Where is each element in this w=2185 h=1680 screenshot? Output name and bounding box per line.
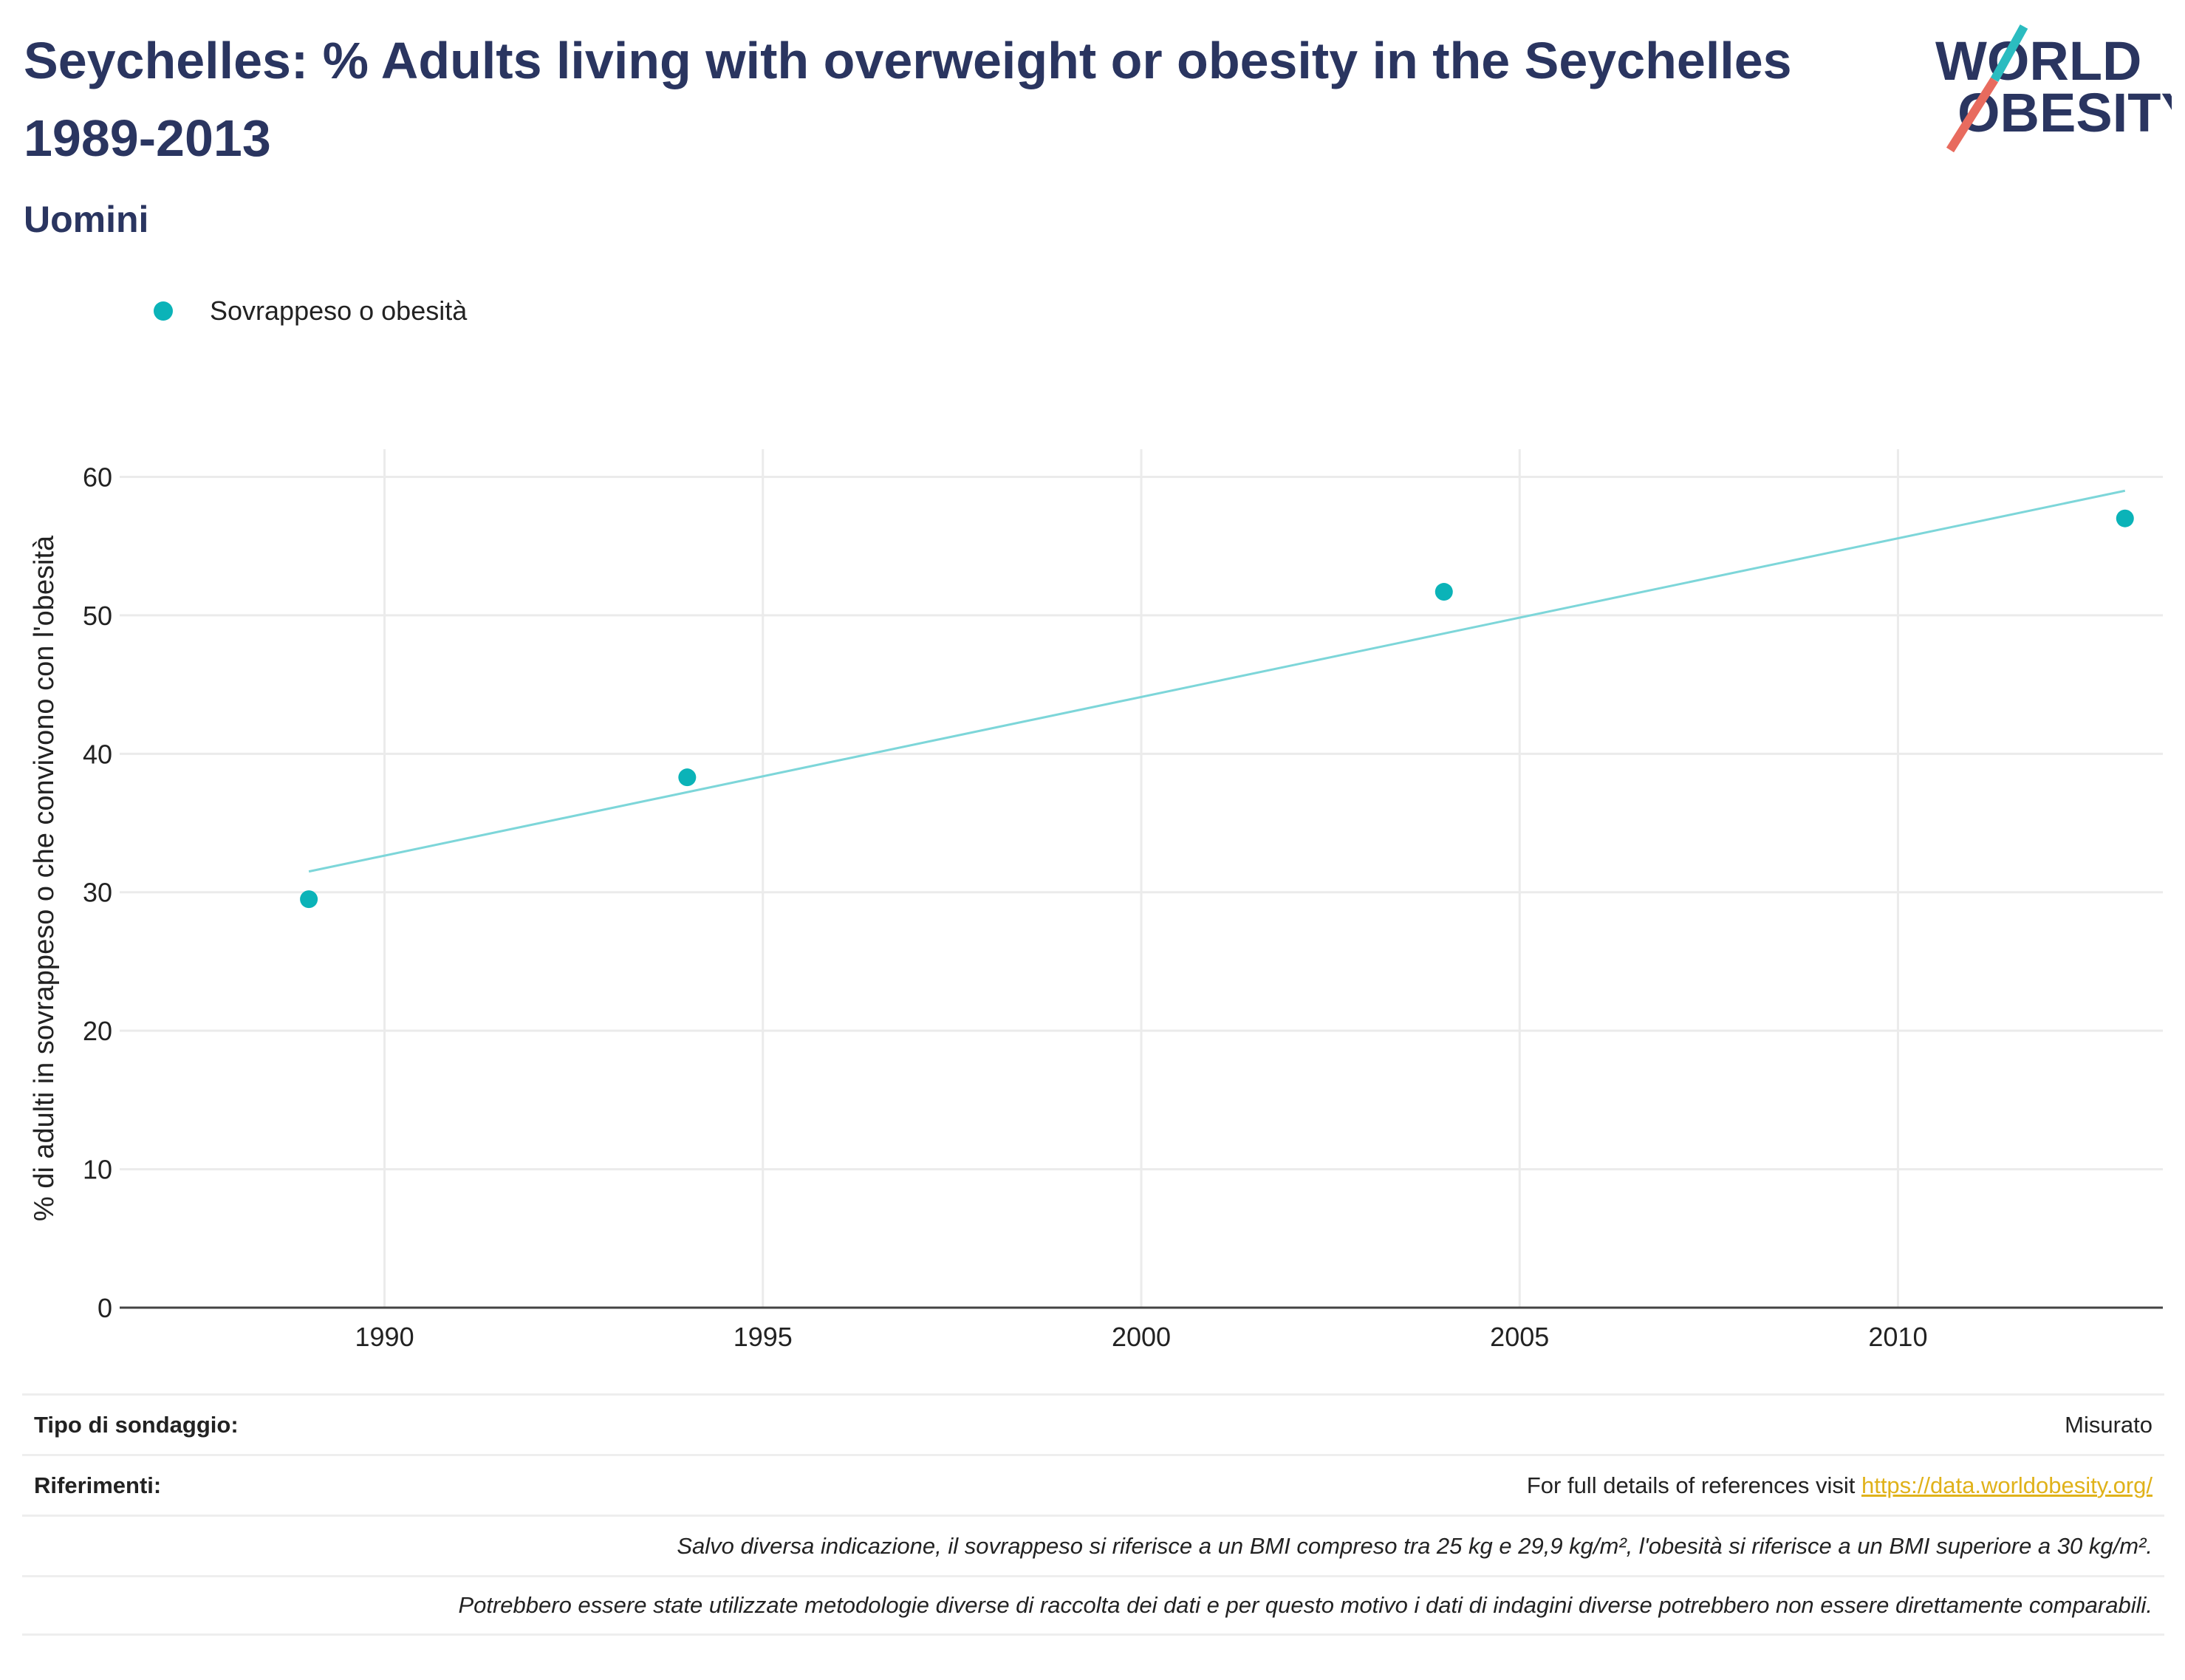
- y-tick-label: 50: [83, 601, 112, 631]
- logo-slash-red: [1946, 77, 1999, 153]
- y-axis-label: % di adulti in sovrappeso o che convivon…: [29, 535, 60, 1221]
- data-point: [300, 890, 318, 909]
- x-tick-label: 1990: [355, 1322, 414, 1352]
- info-table: Tipo di sondaggio: Misurato Riferimenti:…: [22, 1393, 2164, 1636]
- legend-marker: [154, 301, 173, 321]
- logo-word-world: WORLD: [1935, 30, 2142, 92]
- data-point: [1435, 583, 1453, 601]
- x-tick-label: 2010: [1868, 1322, 1927, 1352]
- references-text: For full details of references visit: [1526, 1472, 1861, 1498]
- world-obesity-logo: WORLD OBESITY: [1935, 24, 2172, 153]
- references-label: Riferimenti:: [34, 1472, 162, 1498]
- bmi-definition-note: Salvo diversa indicazione, il sovrappeso…: [22, 1515, 2164, 1575]
- data-point: [678, 768, 697, 787]
- logo-word-obesity: OBESITY: [1957, 82, 2172, 143]
- survey-type-value: Misurato: [2065, 1411, 2152, 1438]
- references-row: Riferimenti: For full details of referen…: [22, 1454, 2164, 1515]
- y-tick-label: 20: [83, 1016, 112, 1046]
- y-tick-label: 0: [98, 1293, 112, 1323]
- x-tick-label: 2000: [1112, 1322, 1171, 1352]
- legend-label: Sovrappeso o obesità: [210, 296, 468, 326]
- x-tick-label: 2005: [1490, 1322, 1549, 1352]
- y-tick-label: 30: [83, 878, 112, 908]
- data-point: [2116, 509, 2134, 527]
- y-tick-label: 60: [83, 462, 112, 492]
- methodology-note: Potrebbero essere state utilizzate metod…: [22, 1575, 2164, 1636]
- scatter-chart: 0 10 20 30 40 50 60 1990 1995 2000 2005 2010 % di ad…: [29, 449, 2163, 1352]
- trend-line: [308, 489, 2126, 873]
- survey-type-label: Tipo di sondaggio:: [34, 1411, 239, 1438]
- y-tick-label: 10: [83, 1155, 112, 1185]
- note-bmi-text: Salvo diversa indicazione, il sovrappeso…: [677, 1532, 2152, 1559]
- x-tick-label: 1995: [734, 1322, 793, 1352]
- y-tick-label: 40: [83, 739, 112, 769]
- chart-title: Seychelles: % Adults living with overwei…: [24, 32, 1792, 167]
- note-methodology-text: Potrebbero essere state utilizzate metod…: [458, 1592, 2152, 1618]
- chart-subtitle: Uomini: [24, 199, 149, 240]
- references-value: For full details of references visit htt…: [1527, 1472, 2152, 1499]
- references-link[interactable]: https://data.worldobesity.org/: [1861, 1472, 2152, 1498]
- logo-slash-teal: [1990, 24, 2028, 82]
- chart-legend[interactable]: Sovrappeso o obesità: [154, 296, 467, 327]
- survey-type-row: Tipo di sondaggio: Misurato: [22, 1393, 2164, 1454]
